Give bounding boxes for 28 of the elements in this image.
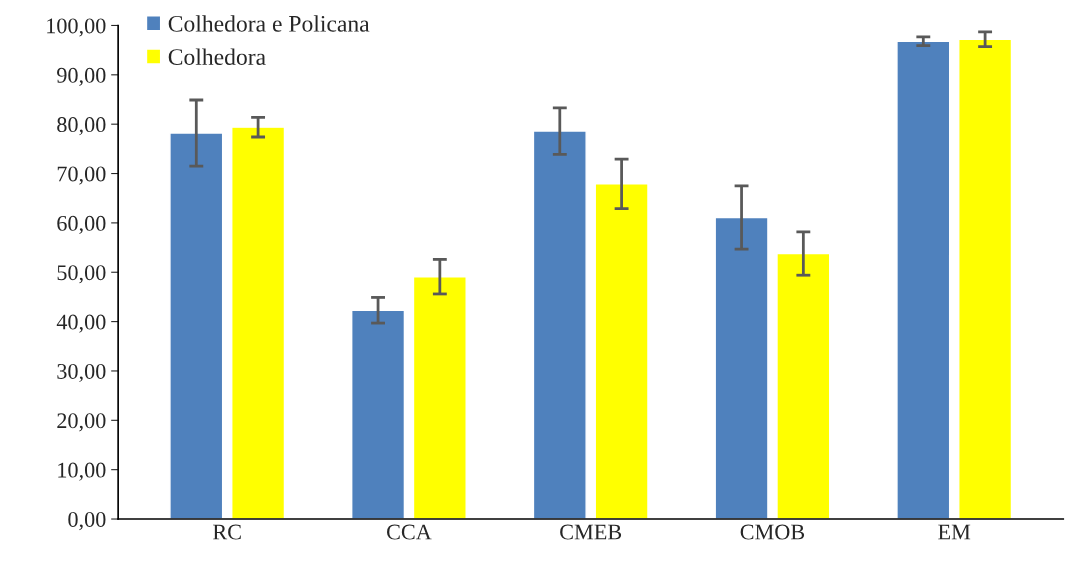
bar bbox=[231, 126, 286, 520]
legend-label: Colhedora e Policana bbox=[168, 15, 370, 32]
y-tick-label: 0,00 bbox=[68, 511, 106, 531]
bar bbox=[594, 183, 649, 520]
bar bbox=[714, 216, 769, 520]
y-tick-label: 80,00 bbox=[57, 117, 106, 136]
legend-label: Colhedora bbox=[168, 48, 266, 66]
bar bbox=[412, 275, 467, 520]
bar bbox=[169, 132, 224, 520]
y-tick-label: 100,00 bbox=[47, 18, 106, 37]
x-tick-label: EM bbox=[938, 524, 971, 540]
x-tick-label: CMEB bbox=[560, 524, 622, 540]
bar bbox=[350, 309, 406, 520]
x-tick-label: CMOB bbox=[740, 524, 805, 540]
y-tick-label: 70,00 bbox=[57, 166, 106, 185]
bar bbox=[776, 252, 831, 520]
y-tick-label: 20,00 bbox=[57, 413, 106, 432]
bar bbox=[958, 38, 1013, 520]
y-tick-label: 10,00 bbox=[58, 462, 106, 481]
x-tick-label: CCA bbox=[387, 524, 432, 540]
y-tick-label: 40,00 bbox=[56, 314, 106, 333]
y-tick-label: 50,00 bbox=[57, 265, 106, 284]
bar bbox=[532, 130, 587, 520]
x-tick-label: RC bbox=[213, 524, 241, 540]
bar bbox=[896, 40, 951, 520]
y-tick-label: 90,00 bbox=[57, 67, 106, 86]
y-tick-label: 60,00 bbox=[57, 215, 106, 235]
y-tick-label: 30,00 bbox=[57, 363, 106, 383]
